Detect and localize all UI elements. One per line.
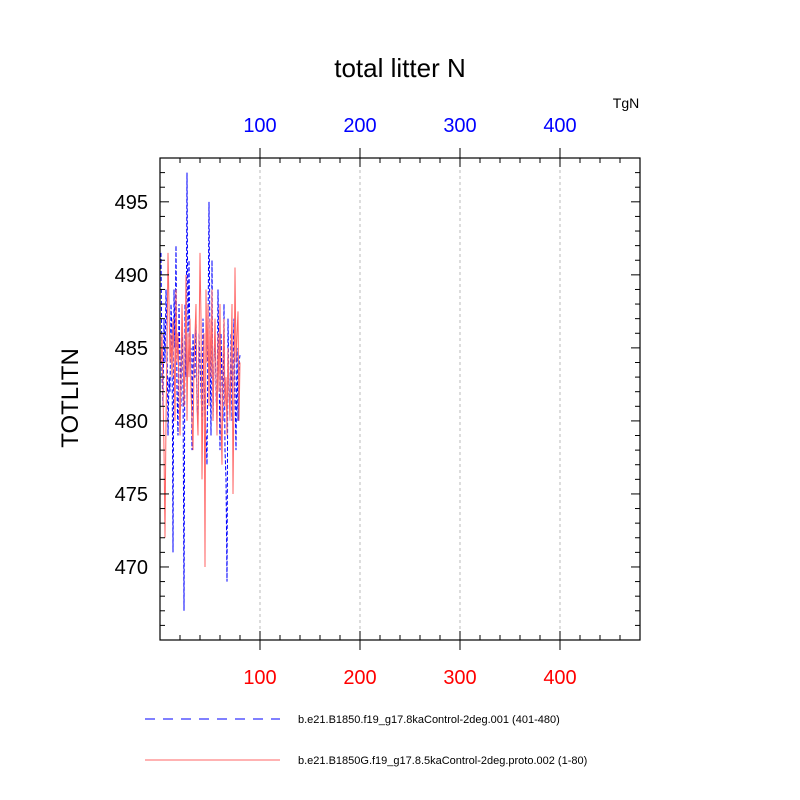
x-tick-label-top: 100 bbox=[243, 115, 276, 137]
chart-title: total litter N bbox=[334, 53, 466, 83]
series-lines bbox=[160, 172, 241, 611]
y-tick-labels: 470 475 480 485 490 495 bbox=[115, 192, 148, 579]
x-tick-labels-top: 100 200 300 400 bbox=[243, 115, 576, 137]
axis-ticks bbox=[160, 148, 640, 650]
legend-label-series-2: b.e21.B1850G.f19_g17.8.5kaControl-2deg.p… bbox=[298, 755, 587, 767]
y-tick-label: 470 bbox=[115, 557, 148, 579]
y-tick-label: 495 bbox=[115, 192, 148, 214]
y-tick-label: 475 bbox=[115, 484, 148, 506]
grid-lines bbox=[259, 158, 561, 640]
y-tick-label: 490 bbox=[115, 265, 148, 287]
x-tick-label-top: 200 bbox=[343, 115, 376, 137]
x-tick-label-bottom: 200 bbox=[343, 667, 376, 689]
y-axis-label: TOTLITN bbox=[57, 348, 84, 448]
legend: b.e21.B1850.f19_g17.8kaControl-2deg.001 … bbox=[145, 714, 587, 767]
series-line-1 bbox=[160, 172, 241, 611]
units-label: TgN bbox=[613, 95, 639, 111]
x-tick-label-bottom: 100 bbox=[243, 667, 276, 689]
series-line-2 bbox=[160, 252, 241, 567]
x-tick-label-bottom: 400 bbox=[543, 667, 576, 689]
x-tick-label-top: 400 bbox=[543, 115, 576, 137]
y-tick-label: 480 bbox=[115, 411, 148, 433]
legend-label-series-1: b.e21.B1850.f19_g17.8kaControl-2deg.001 … bbox=[298, 714, 560, 726]
x-tick-label-top: 300 bbox=[443, 115, 476, 137]
x-tick-labels-bottom: 100 200 300 400 bbox=[243, 667, 576, 689]
y-tick-label: 485 bbox=[115, 338, 148, 360]
x-tick-label-bottom: 300 bbox=[443, 667, 476, 689]
